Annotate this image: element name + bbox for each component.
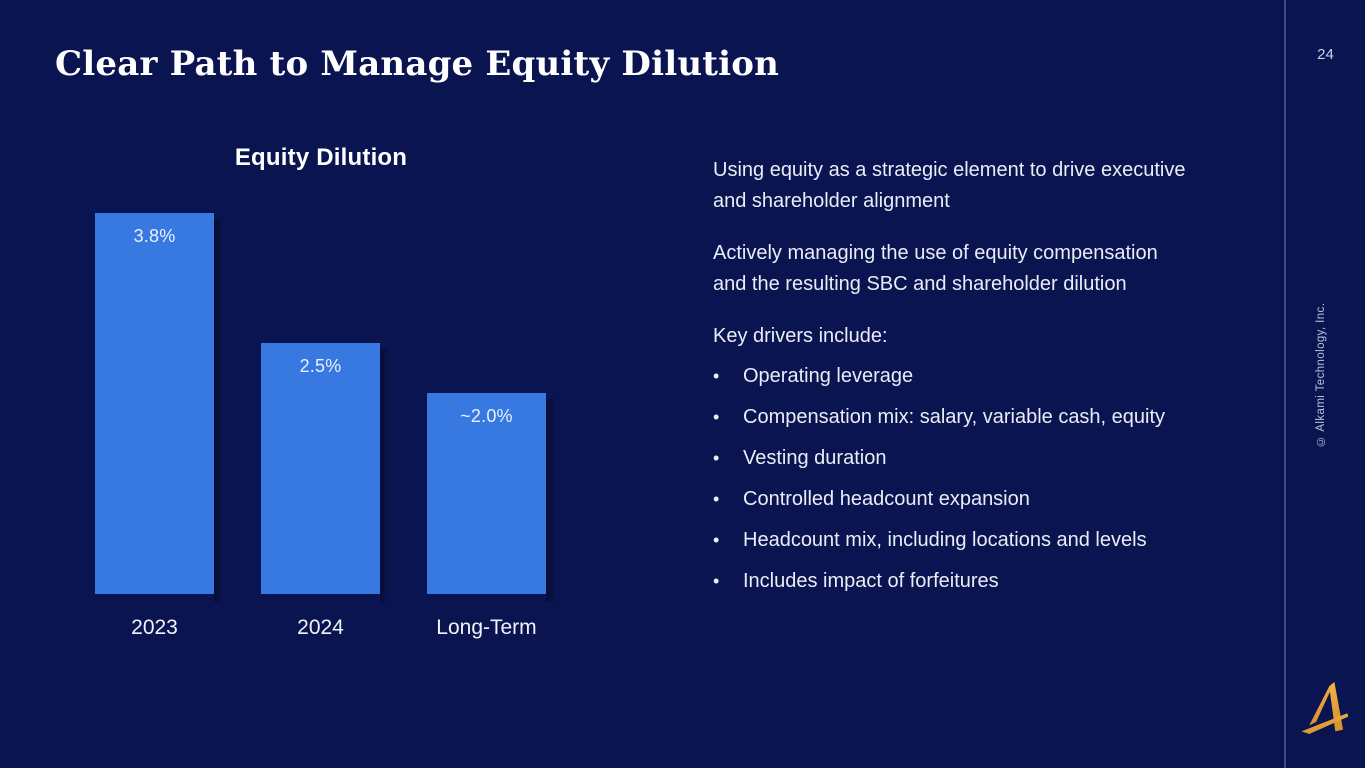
list-item-label: Operating leverage [743,365,914,387]
list-item-label: Controlled headcount expansion [743,488,1030,510]
list-item-label: Headcount mix, including locations and l… [743,529,1147,551]
paragraph-strategic-element: Using equity as a strategic element to d… [713,159,1186,212]
bullet-icon: • [713,366,720,386]
list-item-label: Vesting duration [743,447,887,469]
equity-dilution-bar-chart: 3.8% 2023 2.5% 2024 ~2.0% Long-Term [95,194,554,639]
x-axis-label: Long-Term [436,616,537,639]
list-item: • Vesting duration [713,443,1273,474]
slide-title: Clear Path to Manage Equity Dilution [55,44,780,84]
list-item: • Includes impact of forfeitures [713,566,1273,597]
list-item: • Controlled headcount expansion [713,484,1273,515]
x-axis-label: 2023 [131,616,178,639]
key-drivers-list: • Operating leverage • Compensation mix: s… [713,361,1273,597]
bullet-icon: • [713,448,720,468]
chart-title: Equity Dilution [234,144,408,171]
list-item-label: Includes impact of forfeitures [743,570,999,592]
bullet-icon: • [713,530,720,550]
list-item: • Headcount mix, including locations and … [713,525,1273,556]
bar-value-label: 2.5% [299,356,342,376]
paragraph-actively-managing: Actively managing the use of equity comp… [713,242,1158,295]
x-axis-label: 2024 [297,616,344,639]
bullet-icon: • [713,407,720,427]
bar-2023: 3.8% 2023 [95,213,222,639]
key-drivers-heading: Key drivers include: [713,325,888,347]
right-divider-line [1284,0,1286,768]
bullet-icon: • [713,489,720,509]
bar-value-label: 3.8% [133,226,176,246]
bar-value-label: ~2.0% [460,406,513,426]
copyright-vertical-text: © Alkami Technology, Inc. [1315,302,1327,448]
list-item: • Operating leverage [713,361,1273,392]
list-item: • Compensation mix: salary, variable cash… [713,402,1273,433]
bar-2024: 2.5% 2024 [261,343,388,639]
content-block: Using equity as a strategic element to d… [713,155,1273,607]
alkami-logo-icon [1301,682,1349,734]
bar-Long-Term: ~2.0% Long-Term [427,393,554,639]
bullet-icon: • [713,571,720,591]
page-number: 24 [1317,46,1334,63]
list-item-label: Compensation mix: salary, variable cash,… [743,406,1166,428]
